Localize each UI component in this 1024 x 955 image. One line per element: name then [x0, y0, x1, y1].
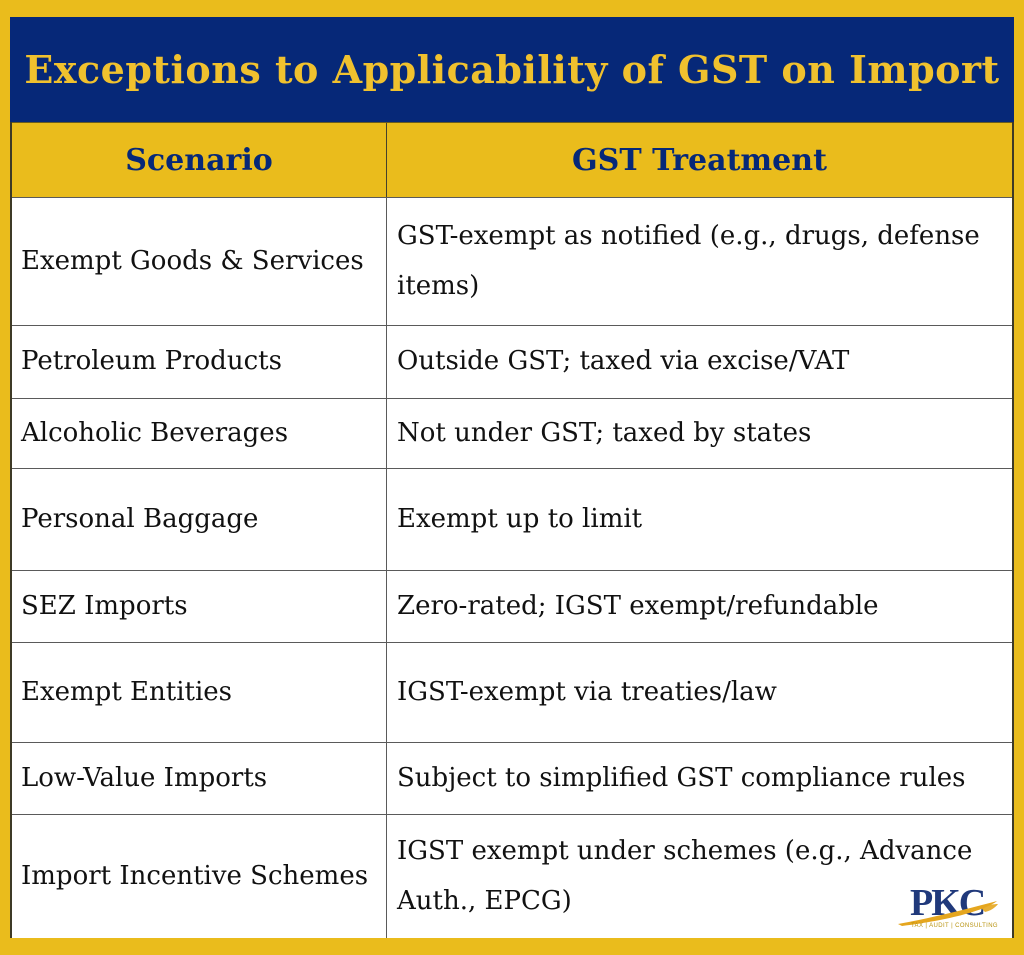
cell-scenario: Petroleum Products [21, 346, 282, 377]
cell-treatment: IGST exempt under schemes (e.g., Advance… [386, 815, 1012, 938]
cell-scenario: Import Incentive Schemes [21, 860, 369, 891]
table-row: Petroleum Products Outside GST; taxed vi… [12, 325, 1012, 398]
cell-treatment-text: IGST exempt under schemes (e.g., Advance… [397, 836, 973, 916]
cell-scenario: SEZ Imports [21, 590, 188, 621]
cell-treatment: Zero-rated; IGST exempt/refundable [386, 571, 1012, 642]
cell-scenario: Low-Value Imports [21, 762, 268, 793]
pkc-logo-swoosh-icon [898, 901, 998, 926]
table-row: Exempt Entities IGST-exempt via treaties… [12, 642, 1012, 742]
cell-treatment: Subject to simplified GST compliance rul… [386, 743, 1012, 814]
page-title: Exceptions to Applicability of GST on Im… [24, 47, 1000, 92]
cell-treatment: GST-exempt as notified (e.g., drugs, def… [386, 198, 1012, 325]
column-header-scenario: Scenario [125, 142, 273, 178]
column-header-treatment: GST Treatment [386, 123, 1012, 197]
cell-scenario: Personal Baggage [21, 503, 259, 534]
cell-scenario: Exempt Goods & Services [21, 245, 364, 276]
table-row: Alcoholic Beverages Not under GST; taxed… [12, 398, 1012, 468]
cell-treatment: Exempt up to limit [386, 469, 1012, 570]
cell-treatment: Outside GST; taxed via excise/VAT [386, 326, 1012, 398]
cell-scenario: Exempt Entities [21, 676, 233, 707]
table-row: SEZ Imports Zero-rated; IGST exempt/refu… [12, 570, 1012, 642]
table-header-row: Scenario GST Treatment [12, 122, 1012, 197]
table-row: Import Incentive Schemes IGST exempt und… [12, 814, 1012, 938]
table-row: Low-Value Imports Subject to simplified … [12, 742, 1012, 814]
pkc-logo-tagline: TAX | AUDIT | CONSULTING [910, 923, 998, 929]
table-row: Personal Baggage Exempt up to limit [12, 468, 1012, 570]
title-banner: Exceptions to Applicability of GST on Im… [10, 17, 1014, 122]
cell-scenario: Alcoholic Beverages [21, 417, 289, 448]
cell-treatment: Not under GST; taxed by states [386, 399, 1012, 468]
cell-treatment: IGST-exempt via treaties/law [386, 643, 1012, 742]
pkc-logo: PKC TAX | AUDIT | CONSULTING [898, 884, 1000, 936]
table-row: Exempt Goods & Services GST-exempt as no… [12, 197, 1012, 325]
gst-exceptions-table: Scenario GST Treatment Exempt Goods & Se… [10, 122, 1014, 938]
